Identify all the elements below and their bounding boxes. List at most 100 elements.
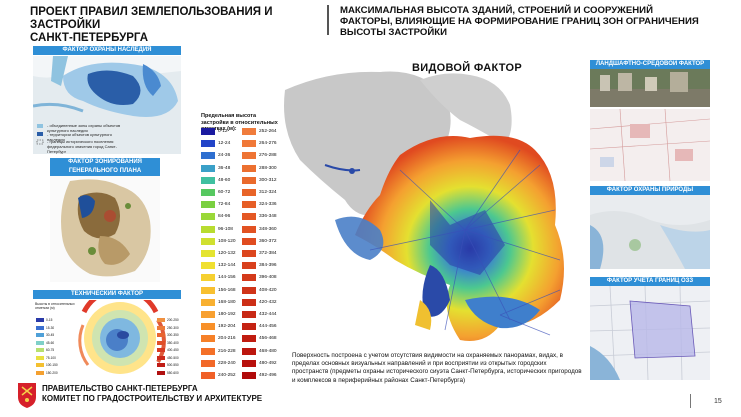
ozz-panel	[590, 286, 710, 380]
government-line-1: ПРАВИТЕЛЬСТВО САНКТ-ПЕТЕРБУРГА	[42, 384, 198, 393]
legend-label: 0-12	[218, 129, 228, 134]
heritage-legend-2: - территории объектов культурного наслед…	[47, 132, 113, 142]
landscape-images	[590, 69, 710, 181]
technical-legend-swatch	[36, 340, 44, 345]
legend-label: 12-24	[218, 141, 231, 147]
legend-swatch	[242, 128, 256, 135]
zoning-map-panel	[50, 176, 160, 282]
nature-map	[590, 195, 710, 269]
technical-legend-swatch	[36, 333, 44, 337]
legend-swatch	[201, 128, 215, 135]
legend-item: 444-456	[242, 323, 278, 331]
legend-label: 408-420	[259, 287, 277, 293]
legend-item: 420-432	[242, 298, 278, 306]
technical-legend-label: 45-60	[46, 340, 55, 345]
technical-legend-label: 250-300	[167, 325, 179, 330]
technical-legend-swatch	[157, 318, 165, 322]
legend-swatch	[242, 347, 256, 355]
legend-swatch	[201, 372, 215, 379]
legend-item: 12-24	[201, 140, 237, 148]
legend-swatch	[201, 140, 215, 148]
legend-label: 216-228	[218, 348, 236, 354]
legend-label: 36-48	[218, 165, 231, 171]
legend-item: 288-300	[242, 164, 278, 172]
legend-label: 396-408	[259, 275, 277, 281]
legend-swatch	[201, 359, 215, 367]
technical-legend-label: 0-15	[46, 318, 53, 322]
legend-swatch	[201, 164, 215, 172]
zoning-map	[50, 176, 160, 282]
legend-label: 312-324	[259, 190, 277, 195]
legend-swatch	[201, 176, 215, 184]
visual-factor-map	[284, 71, 564, 341]
technical-legend-label: 500-550	[167, 363, 179, 367]
legend-item: 24-36	[201, 152, 237, 160]
legend-label: 24-36	[218, 153, 231, 159]
legend-label: 132-144	[218, 263, 236, 269]
legend-item: 492-496	[242, 372, 278, 379]
legend-swatch	[201, 286, 215, 294]
title-line-2: САНКТ-ПЕТЕРБУРГА	[30, 32, 148, 44]
legend-swatch	[242, 201, 256, 209]
page-subtitle: МАКСИМАЛЬНАЯ ВЫСОТА ЗДАНИЙ, СТРОЕНИЙ И С…	[340, 5, 740, 38]
legend-label: 444-456	[259, 324, 277, 330]
legend-swatch	[201, 213, 215, 221]
legend-item: 228-240	[201, 359, 237, 367]
legend-item: 36-48	[201, 164, 237, 172]
legend-item: 336-348	[242, 213, 278, 221]
legend-item: 324-336	[242, 201, 278, 209]
technical-legend-swatch	[36, 370, 44, 375]
legend-swatch	[242, 323, 256, 331]
legend-item: 108-120	[201, 237, 237, 245]
government-label: ПРАВИТЕЛЬСТВО САНКТ-ПЕТЕРБУРГА КОМИТЕТ П…	[42, 384, 262, 404]
heritage-map	[33, 56, 181, 154]
technical-legend-label: 75-100	[46, 355, 56, 360]
legend-swatch	[242, 140, 256, 148]
subtitle-line-2: ФАКТОРЫ, ВЛИЯЮЩИЕ НА ФОРМИРОВАНИЕ ГРАНИЦ…	[340, 16, 699, 38]
legend-item: 204-216	[201, 335, 237, 343]
technical-legend-label: 450-500	[167, 355, 179, 360]
legend-swatch	[242, 311, 256, 318]
legend-label: 264-276	[259, 141, 277, 147]
zoning-factor-label: ФАКТОР ЗОНИРОВАНИЯ ГЕНЕРАЛЬНОГО ПЛАНА	[50, 158, 160, 176]
legend-label: 204-216	[218, 336, 236, 342]
technical-legend-title: Высоты в относительных отметках (м)	[35, 302, 75, 310]
legend-label: 60-72	[218, 190, 231, 195]
legend-item: 168-180	[201, 298, 237, 306]
legend-swatch	[242, 335, 256, 343]
technical-legend-label: 30-45	[46, 333, 55, 337]
legend-swatch	[242, 298, 256, 306]
legend-label: 360-372	[259, 238, 277, 244]
coat-of-arms-icon	[18, 383, 36, 408]
legend-swatch	[201, 262, 215, 270]
legend-swatch	[242, 213, 256, 221]
legend-swatch	[201, 274, 215, 282]
technical-legend-label: 100-150	[46, 363, 58, 367]
technical-legend-swatch	[157, 370, 165, 375]
nature-factor-label: ФАКТОР ОХРАНЫ ПРИРОДЫ	[590, 186, 710, 195]
legend-swatch	[242, 237, 256, 245]
legend-label: 324-336	[259, 202, 277, 208]
legend-label: 168-180	[218, 299, 236, 305]
legend-item: 192-204	[201, 323, 237, 331]
legend-swatch	[242, 274, 256, 282]
technical-legend-swatch	[36, 355, 44, 360]
technical-legend-label: 300-350	[167, 333, 179, 337]
subtitle-line-1: МАКСИМАЛЬНАЯ ВЫСОТА ЗДАНИЙ, СТРОЕНИЙ И С…	[340, 5, 653, 16]
legend-item: 132-144	[201, 262, 237, 270]
government-line-2: КОМИТЕТ ПО ГРАДОСТРОИТЕЛЬСТВУ И АРХИТЕКТ…	[42, 394, 263, 403]
legend-label: 252-264	[259, 129, 277, 134]
legend-swatch	[201, 237, 215, 245]
legend-label: 492-496	[259, 373, 277, 378]
main-map-title: ВИДОВОЙ ФАКТОР	[412, 62, 523, 74]
legend-item: 180-192	[201, 311, 237, 318]
legend-item: 60-72	[201, 189, 237, 196]
legend-label: 348-360	[259, 226, 277, 232]
heritage-legend-3: - границы исторического поселения федера…	[47, 139, 117, 154]
map-description: Поверхность построена с учетом отсутстви…	[292, 352, 582, 384]
legend-swatch	[242, 164, 256, 172]
technical-legend-label: 400-450	[167, 348, 179, 352]
legend-item: 456-468	[242, 335, 278, 343]
legend-label: 480-492	[259, 360, 277, 366]
legend-item: 348-360	[242, 225, 278, 233]
